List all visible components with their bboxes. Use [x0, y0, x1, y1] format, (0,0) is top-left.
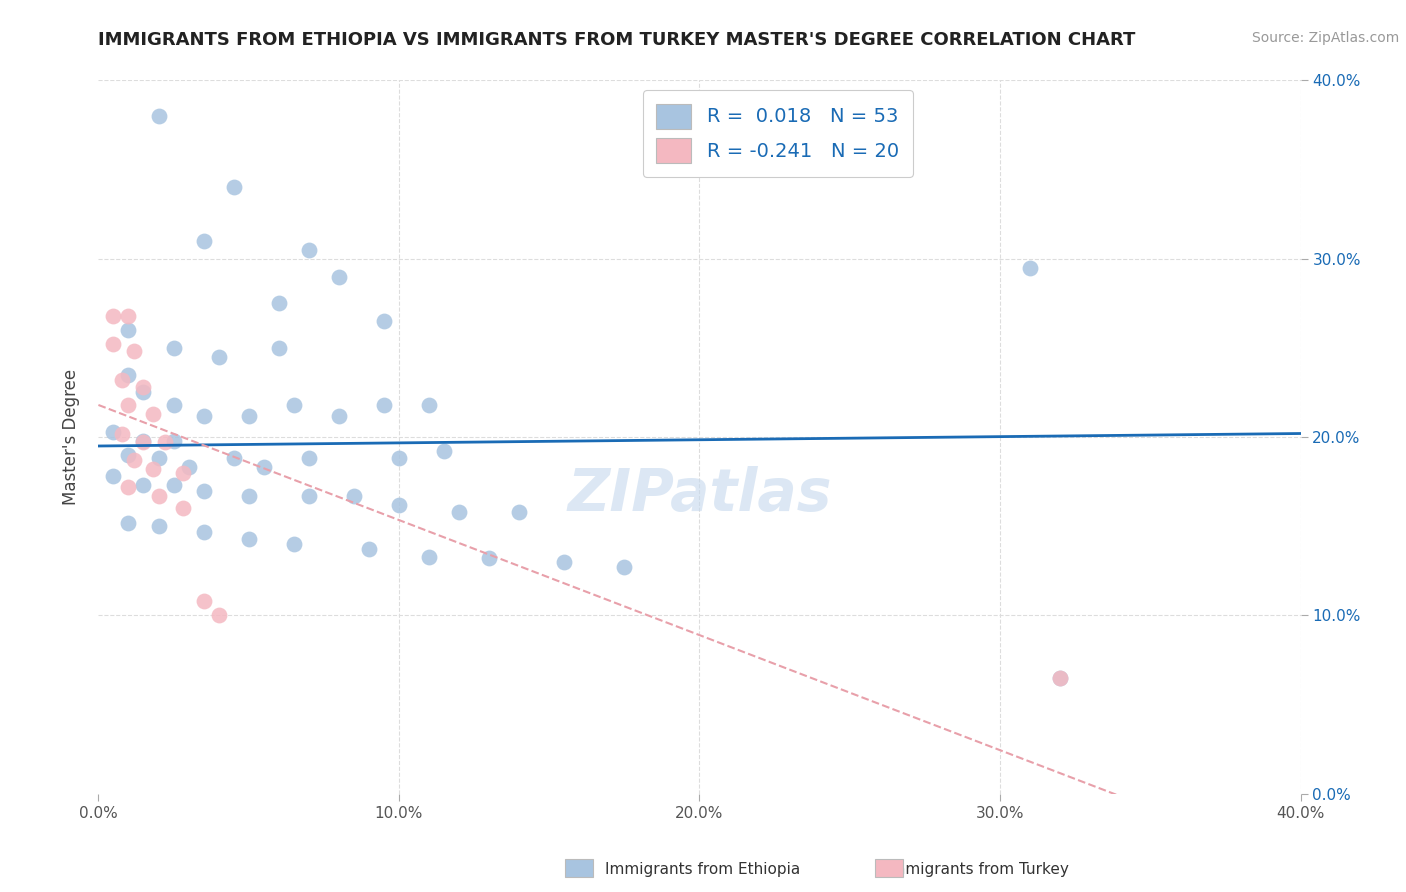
Y-axis label: Master's Degree: Master's Degree	[62, 369, 80, 505]
Text: Source: ZipAtlas.com: Source: ZipAtlas.com	[1251, 31, 1399, 45]
Point	[388, 451, 411, 466]
Point	[172, 501, 194, 516]
Point	[222, 451, 245, 466]
Point	[267, 296, 290, 310]
Point	[148, 489, 170, 503]
Point	[162, 434, 184, 448]
Point	[343, 489, 366, 503]
Point	[613, 560, 636, 574]
Point	[141, 462, 163, 476]
Point	[193, 409, 215, 423]
Point	[267, 341, 290, 355]
Point	[328, 269, 350, 284]
Legend: R =  0.018   N = 53, R = -0.241   N = 20: R = 0.018 N = 53, R = -0.241 N = 20	[643, 90, 912, 177]
Point	[298, 243, 321, 257]
Point	[1049, 671, 1071, 685]
Point	[132, 434, 155, 448]
Point	[162, 341, 184, 355]
Text: IMMIGRANTS FROM ETHIOPIA VS IMMIGRANTS FROM TURKEY MASTER'S DEGREE CORRELATION C: IMMIGRANTS FROM ETHIOPIA VS IMMIGRANTS F…	[98, 31, 1136, 49]
Point	[328, 409, 350, 423]
Point	[132, 385, 155, 400]
Text: Immigrants from Ethiopia: Immigrants from Ethiopia	[605, 863, 800, 877]
Point	[177, 460, 200, 475]
Point	[298, 489, 321, 503]
Point	[193, 483, 215, 498]
Point	[238, 409, 260, 423]
Point	[124, 344, 146, 359]
Point	[153, 435, 176, 450]
Point	[103, 309, 125, 323]
Point	[283, 537, 305, 551]
Point	[141, 407, 163, 421]
Point	[132, 435, 155, 450]
Point	[111, 373, 134, 387]
Point	[117, 516, 139, 530]
Point	[117, 448, 139, 462]
Point	[222, 180, 245, 194]
Text: ZIPatlas: ZIPatlas	[567, 466, 832, 523]
Point	[388, 498, 411, 512]
Point	[117, 323, 139, 337]
Point	[193, 524, 215, 539]
Point	[373, 398, 395, 412]
Point	[124, 453, 146, 467]
Point	[298, 451, 321, 466]
Point	[208, 350, 231, 364]
Point	[132, 478, 155, 492]
Point	[238, 532, 260, 546]
Point	[117, 368, 139, 382]
Point	[1019, 260, 1042, 275]
Point	[117, 480, 139, 494]
Point	[373, 314, 395, 328]
Point	[148, 109, 170, 123]
Point	[283, 398, 305, 412]
Point	[103, 337, 125, 351]
Point	[193, 594, 215, 608]
Point	[447, 505, 470, 519]
Point	[193, 234, 215, 248]
Point	[103, 425, 125, 439]
Point	[132, 380, 155, 394]
Point	[418, 549, 440, 564]
Point	[357, 542, 380, 557]
Point	[117, 398, 139, 412]
Point	[253, 460, 276, 475]
Text: Immigrants from Turkey: Immigrants from Turkey	[886, 863, 1069, 877]
Point	[1049, 671, 1071, 685]
Point	[162, 478, 184, 492]
Point	[148, 519, 170, 533]
Point	[162, 398, 184, 412]
Point	[172, 466, 194, 480]
Point	[553, 555, 575, 569]
Point	[433, 444, 456, 458]
Point	[111, 426, 134, 441]
Point	[148, 451, 170, 466]
Point	[103, 469, 125, 483]
Point	[238, 489, 260, 503]
Point	[208, 608, 231, 623]
Point	[508, 505, 530, 519]
Point	[418, 398, 440, 412]
Point	[478, 551, 501, 566]
Point	[117, 309, 139, 323]
